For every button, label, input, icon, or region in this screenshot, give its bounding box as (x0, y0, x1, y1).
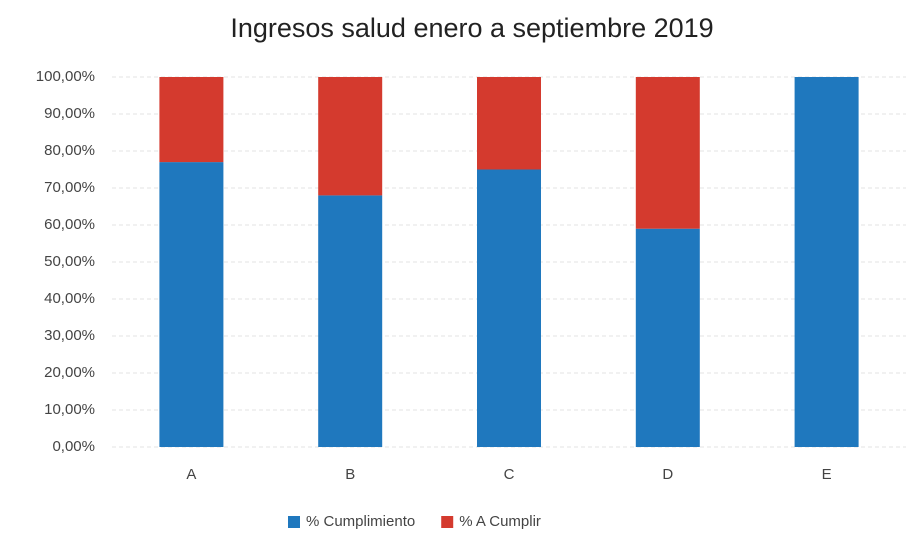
x-tick-label: E (822, 466, 832, 483)
y-tick-label: 70,00% (44, 179, 95, 196)
bar-segment (159, 162, 224, 447)
bar-segment (318, 77, 383, 196)
y-tick-label: 10,00% (44, 401, 95, 418)
bar-segment (477, 169, 541, 447)
bar-segment (635, 228, 700, 447)
y-tick-label: 100,00% (36, 68, 95, 85)
y-tick-label: 80,00% (44, 142, 95, 159)
legend-label: % A Cumplir (459, 513, 541, 530)
bar-segment (318, 195, 383, 447)
y-tick-label: 20,00% (44, 364, 95, 381)
legend-label: % Cumplimiento (306, 513, 415, 530)
chart-title: Ingresos salud enero a septiembre 2019 (230, 13, 713, 43)
y-tick-label: 90,00% (44, 105, 95, 122)
bar-segment (477, 77, 541, 170)
bar-segment (635, 77, 700, 229)
x-tick-label: B (345, 466, 355, 483)
legend-swatch (441, 516, 454, 528)
y-tick-label: 0,00% (52, 438, 95, 455)
legend-swatch (288, 516, 300, 528)
bar-segment (794, 77, 859, 447)
y-tick-label: 30,00% (44, 327, 95, 344)
y-tick-label: 60,00% (44, 216, 95, 233)
x-tick-label: A (186, 466, 196, 483)
bar-segment (159, 77, 224, 163)
y-tick-label: 50,00% (44, 253, 95, 270)
y-tick-label: 40,00% (44, 290, 95, 307)
x-tick-label: D (662, 466, 673, 483)
x-tick-label: C (504, 466, 515, 483)
